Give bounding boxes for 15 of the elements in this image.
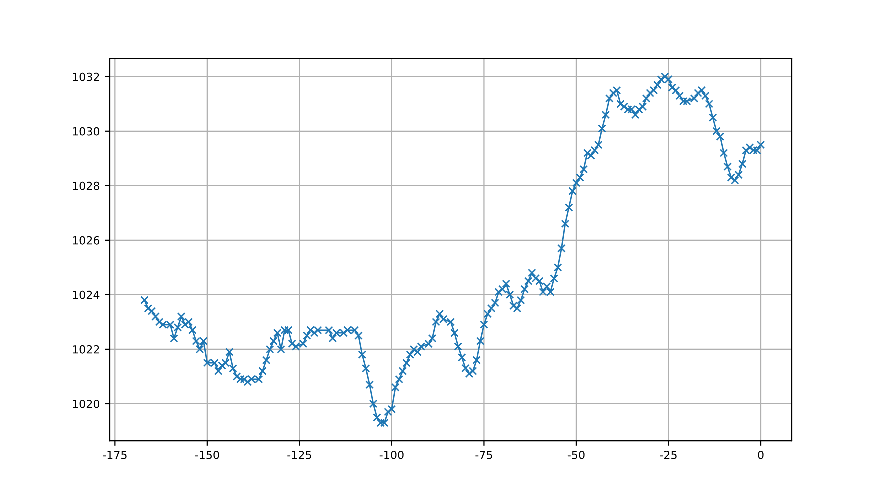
y-tick-label: 1028 [73, 182, 100, 190]
x-tick-label: 0 [758, 450, 764, 460]
x-tick-label: -100 [380, 450, 404, 460]
y-tick-label: 1024 [73, 290, 100, 300]
y-tick-label: 1020 [73, 400, 100, 408]
y-tick-label: 1032 [73, 72, 100, 82]
x-tick-label: -125 [288, 450, 312, 460]
x-tick-label: -75 [476, 451, 492, 460]
x-tick-label: -175 [103, 451, 127, 460]
y-tick-label: 1026 [73, 236, 100, 245]
x-tick-label: -25 [660, 450, 677, 460]
x-tick-label: -50 [568, 450, 585, 460]
x-tick-label: -150 [195, 450, 220, 460]
y-tick-label: 1022 [73, 345, 100, 354]
y-tick-label: 1030 [73, 127, 100, 136]
